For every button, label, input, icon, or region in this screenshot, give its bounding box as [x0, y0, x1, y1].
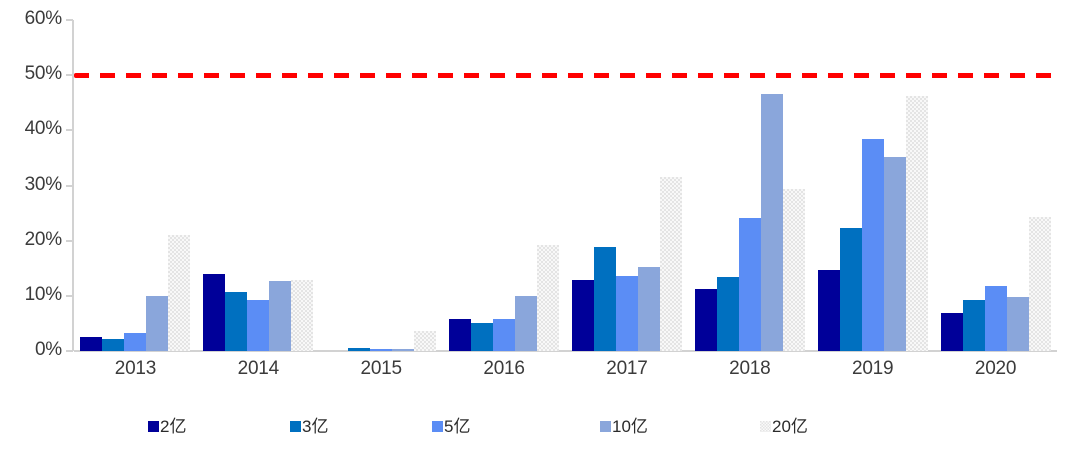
- threshold-line-50-percent: [74, 73, 1060, 79]
- bar-2014-3亿: [225, 291, 248, 351]
- bar-group-2020: [934, 20, 1057, 351]
- y-axis-tick-60: [66, 19, 73, 21]
- chart-legend: 2亿 3亿 5亿 10亿 20亿: [0, 412, 1080, 446]
- bar-2018-5亿: [738, 217, 761, 351]
- bar-2017-20亿: [659, 177, 682, 351]
- bar-2015-5亿: [370, 348, 393, 351]
- legend-item-5亿[interactable]: 5亿: [432, 418, 470, 435]
- y-axis-tick-20: [66, 239, 73, 242]
- bar-2013-20亿: [168, 235, 191, 351]
- bar-2013-10亿: [146, 295, 169, 351]
- bar-group-2019: [811, 20, 934, 351]
- bar-2020-20亿: [1028, 216, 1051, 351]
- bar-group-2017: [566, 20, 689, 351]
- x-axis-label-2017: 2017: [606, 358, 648, 379]
- bar-2018-10亿: [760, 93, 783, 351]
- bar-2020-2亿: [940, 312, 963, 351]
- bar-group-2018: [688, 20, 811, 351]
- bar-2017-3亿: [593, 246, 616, 351]
- bar-2020-10亿: [1006, 296, 1029, 351]
- x-axis-label-2013: 2013: [114, 358, 157, 379]
- y-axis-tick-0: [66, 350, 73, 352]
- y-axis-label-30: 30%: [24, 173, 63, 195]
- y-axis-line: [72, 20, 74, 351]
- bar-2015-10亿: [392, 349, 415, 351]
- bar-2016-5亿: [493, 319, 516, 351]
- y-axis-label-60: 60%: [24, 8, 63, 29]
- legend-item-10亿[interactable]: 10亿: [600, 418, 648, 435]
- bar-2015-3亿: [348, 348, 371, 351]
- bar-2020-5亿: [984, 285, 1007, 351]
- bar-2019-20亿: [905, 95, 928, 351]
- y-axis-tick-50: [66, 74, 73, 77]
- legend-label-10亿: 10亿: [612, 417, 648, 436]
- bar-2019-3亿: [839, 227, 862, 351]
- y-axis-label-50: 50%: [24, 63, 63, 85]
- series-0-swatch: [148, 421, 159, 432]
- bar-2014-10亿: [269, 280, 292, 351]
- bar-2013-3亿: [102, 338, 125, 351]
- y-axis-label-10: 10%: [24, 283, 63, 305]
- y-axis-tick-30: [66, 184, 73, 187]
- bar-2016-2亿: [449, 319, 472, 351]
- x-axis-label-2015: 2015: [360, 358, 402, 379]
- legend-item-3亿[interactable]: 3亿: [290, 418, 328, 435]
- x-axis-label-2020: 2020: [974, 358, 1017, 379]
- bar-2018-20亿: [782, 188, 805, 351]
- legend-label-3亿: 3亿: [302, 417, 329, 436]
- series-3-swatch: [600, 421, 611, 432]
- series-1-swatch: [290, 421, 301, 432]
- legend-item-2亿[interactable]: 2亿: [148, 418, 186, 435]
- bar-2016-10亿: [515, 295, 538, 351]
- bar-2014-20亿: [291, 280, 314, 351]
- y-axis-label-40: 40%: [24, 118, 63, 140]
- bar-group-2015: [320, 20, 443, 351]
- y-axis-label-0: 0%: [34, 339, 62, 360]
- bar-2014-2亿: [203, 274, 226, 351]
- bar-2018-3亿: [716, 277, 739, 351]
- x-axis-label-2019: 2019: [851, 358, 894, 379]
- series-2-swatch: [432, 421, 443, 432]
- x-axis-label-2018: 2018: [729, 358, 771, 379]
- x-axis-line: [74, 350, 1057, 352]
- bar-group-2014: [197, 20, 320, 351]
- legend-item-20亿[interactable]: 20亿: [760, 418, 808, 435]
- plot-area: [74, 20, 1057, 351]
- bar-2019-10亿: [883, 156, 906, 351]
- y-axis-tick-40: [66, 129, 73, 132]
- bar-2020-3亿: [962, 300, 985, 351]
- bar-2017-10亿: [637, 267, 660, 351]
- bar-2014-5亿: [247, 300, 270, 351]
- x-axis-label-2016: 2016: [483, 358, 525, 379]
- legend-label-2亿: 2亿: [160, 417, 187, 436]
- bar-2018-2亿: [694, 288, 717, 351]
- legend-label-20亿: 20亿: [772, 417, 808, 436]
- bar-2017-5亿: [615, 275, 638, 351]
- legend-label-5亿: 5亿: [444, 417, 471, 436]
- bar-2019-5亿: [861, 139, 884, 351]
- x-axis-label-2014: 2014: [237, 358, 280, 379]
- series-4-swatch: [760, 421, 771, 432]
- y-axis-tick-10: [66, 294, 73, 297]
- bar-2015-20亿: [414, 331, 437, 351]
- bar-2013-2亿: [80, 337, 103, 351]
- bar-2017-2亿: [571, 280, 594, 351]
- bar-2013-5亿: [124, 332, 147, 351]
- bar-2016-3亿: [471, 322, 494, 351]
- y-axis-label-20: 20%: [24, 228, 63, 250]
- bar-group-2016: [443, 20, 566, 351]
- bar-group-2013: [74, 20, 197, 351]
- bar-2019-2亿: [817, 270, 840, 351]
- bar-2016-20亿: [537, 245, 560, 351]
